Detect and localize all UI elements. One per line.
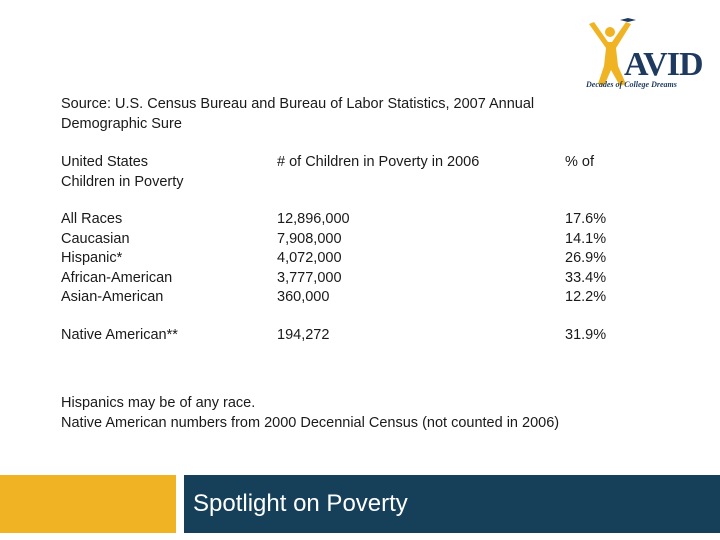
count-column: 12,896,000 7,908,000 4,072,000 3,777,000… — [277, 210, 350, 308]
table-cell-count: 4,072,000 — [277, 250, 342, 266]
footnote-line: Native American numbers from 2000 Decenn… — [61, 414, 560, 431]
header-count: # of Children in Poverty in 2006 — [277, 154, 480, 170]
footer-divider — [176, 475, 184, 533]
table-cell-count: 360,000 — [277, 289, 330, 305]
table-cell-percent: 26.9% — [565, 250, 607, 266]
group-column: All Races Caucasian Hispanic* African-Am… — [61, 210, 172, 308]
header-group-line: Children in Poverty — [61, 173, 184, 190]
table-cell-count: 194,272 — [277, 327, 330, 343]
logo-wordmark: AVID — [624, 46, 704, 83]
table-cell-percent: 14.1% — [565, 230, 607, 247]
footer-title-bar — [184, 475, 720, 533]
table-cell-percent: 17.6% — [565, 211, 607, 227]
percent-column: 17.6% 14.1% 26.9% 33.4% 12.2% — [565, 210, 606, 308]
table-cell-group: African-American — [61, 269, 173, 286]
table-cell-count: 3,777,000 — [277, 269, 342, 286]
source-line: Source: U.S. Census Bureau and Bureau of… — [61, 96, 535, 112]
table-cell-group: Asian-American — [61, 289, 164, 305]
header-group-line: United States — [61, 154, 149, 170]
graduate-figure-icon — [589, 18, 636, 86]
table-cell-percent: 33.4% — [565, 269, 607, 286]
table-cell-group: Native American** — [61, 327, 178, 343]
table-cell-count: 12,896,000 — [277, 211, 350, 227]
table-cell-percent: 12.2% — [565, 289, 607, 305]
table-cell-count: 7,908,000 — [277, 230, 342, 247]
source-citation: Source: U.S. Census Bureau and Bureau of… — [61, 95, 621, 134]
header-percent: % of — [565, 154, 595, 170]
footer-accent-bar — [0, 475, 176, 533]
table-cell-group: All Races — [61, 211, 123, 227]
table-cell-percent: 31.9% — [565, 327, 607, 343]
table-cell-group: Hispanic* — [61, 250, 123, 266]
logo-tagline: Decades of College Dreams — [586, 80, 677, 89]
footnotes: Hispanics may be of any race. Native Ame… — [61, 394, 559, 433]
table-cell-group: Caucasian — [61, 230, 130, 247]
source-line: Demographic Sure — [61, 115, 182, 132]
avid-logo: AVID Decades of College Dreams — [584, 18, 704, 92]
slide-title: Spotlight on Poverty — [193, 490, 408, 517]
header-group: United States Children in Poverty — [61, 153, 184, 192]
footnote-line: Hispanics may be of any race. — [61, 395, 256, 411]
